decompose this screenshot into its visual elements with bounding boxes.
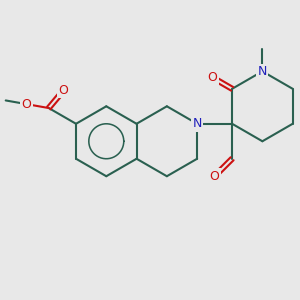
Text: O: O [210,170,220,183]
Text: O: O [208,71,218,84]
Text: O: O [21,98,31,111]
Text: N: N [193,117,202,130]
Text: O: O [58,84,68,97]
Text: N: N [258,65,267,78]
